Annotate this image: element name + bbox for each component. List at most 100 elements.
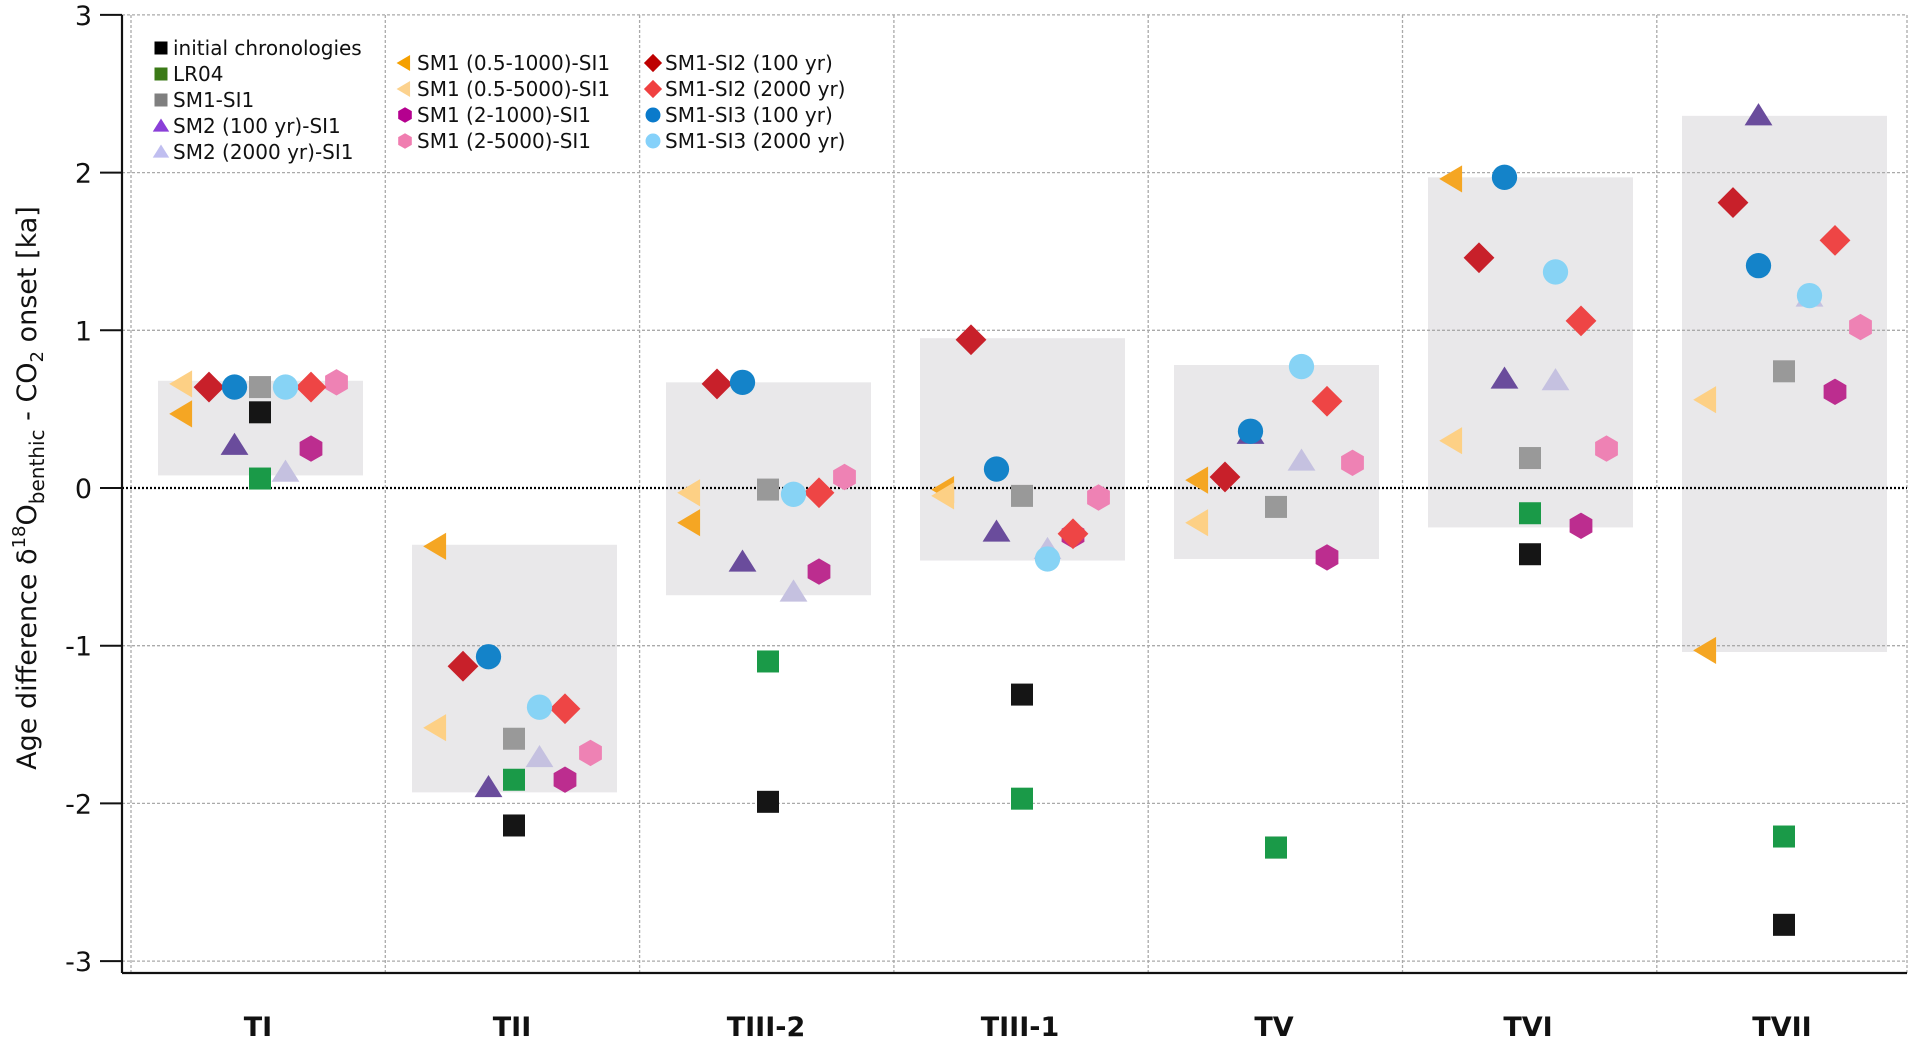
point-sm1-si1-TII — [503, 727, 525, 750]
range-box-TVI — [1428, 177, 1633, 528]
range-boxes — [158, 115, 1887, 793]
point-sm1-2-5000-si1-TI — [325, 369, 348, 396]
category-label: TIII-2 — [727, 1012, 806, 1039]
point-lr04-TVII — [1773, 825, 1795, 848]
y-tick-label: 2 — [75, 159, 92, 190]
category-label: TI — [244, 1012, 272, 1039]
point-sm2-2000-yr-si1-TVI — [1541, 368, 1570, 391]
point-initial-chronologies-TIII-2 — [757, 790, 779, 813]
data-points — [169, 103, 1872, 936]
legend-marker-sm1-si3-100-yr — [645, 107, 661, 123]
point-sm1-2-1000-si1-TVII — [1823, 378, 1847, 405]
grid-lines — [122, 14, 1908, 973]
point-sm1-2-1000-si1-TVI — [1569, 512, 1593, 539]
legend-marker-sm1-si1 — [154, 93, 168, 107]
point-sm1-2-5000-si1-TVII — [1849, 313, 1872, 341]
legend-marker-sm1-si3-2000-yr — [645, 133, 661, 149]
point-lr04-TV — [1265, 836, 1287, 859]
point-sm1-2-1000-si1-TV — [1315, 544, 1339, 571]
legend-marker-lr04 — [154, 67, 168, 81]
y-axis-label-sup: 18 — [9, 525, 30, 548]
y-axis-label-o: O — [12, 504, 43, 525]
point-sm1-0-5-5000-si1-TVI — [1439, 427, 1463, 455]
legend-label-lr04: LR04 — [173, 62, 224, 86]
point-sm1-si2-100-yr-TVII — [1717, 187, 1749, 218]
legend-label-sm1-si2-100-yr: SM1-SI2 (100 yr) — [665, 51, 833, 75]
axes — [120, 15, 1907, 975]
legend-marker-sm1-2-5000-si1 — [398, 133, 412, 149]
legend-label-sm1-0-5-1000-si1: SM1 (0.5-1000)-SI1 — [417, 51, 610, 75]
category-labels: TI TII TIII-2 TIII-1 TV TVI TVII — [244, 1012, 1812, 1039]
point-sm1-si3-100-yr-TVII — [1745, 252, 1772, 279]
point-sm1-si1-TV — [1265, 495, 1287, 518]
legend-label-sm2-2000-yr-si1: SM2 (2000 yr)-SI1 — [173, 140, 354, 164]
point-sm2-100-yr-si1-TVII — [1744, 103, 1773, 126]
y-axis-label-sub1: benthic — [25, 429, 49, 504]
point-sm1-si2-2000-yr-TII — [549, 693, 581, 725]
point-sm1-si3-100-yr-TV — [1237, 418, 1264, 444]
legend-marker-sm1-si2-100-yr — [643, 53, 663, 73]
point-sm1-si1-TVII — [1773, 360, 1795, 383]
legend-label-sm1-si1: SM1-SI1 — [173, 88, 254, 112]
point-lr04-TIII-1 — [1011, 787, 1033, 810]
point-initial-chronologies-TII — [503, 814, 525, 837]
legend-label-sm1-si2-2000-yr: SM1-SI2 (2000 yr) — [665, 77, 846, 101]
legend-label-sm1-si3-100-yr: SM1-SI3 (100 yr) — [665, 103, 833, 127]
point-sm1-0-5-1000-si1-TVI — [1439, 165, 1463, 193]
point-sm1-0-5-5000-si1-TII — [423, 714, 447, 742]
category-label: TIII-1 — [981, 1012, 1060, 1039]
point-sm1-2-5000-si1-TII — [579, 739, 602, 767]
point-sm1-2-5000-si1-TVI — [1595, 435, 1618, 462]
point-sm1-si2-100-yr-TVI — [1463, 242, 1495, 274]
point-sm1-2-1000-si1-TI — [299, 435, 323, 462]
point-sm1-2-1000-si1-TIII-2 — [807, 558, 831, 585]
point-sm1-si2-100-yr-TIII-1 — [955, 324, 987, 356]
legend-label-sm1-2-1000-si1: SM1 (2-1000)-SI1 — [417, 103, 591, 127]
range-box-TVII — [1682, 115, 1887, 653]
legend-label-sm1-2-5000-si1: SM1 (2-5000)-SI1 — [417, 129, 591, 153]
point-sm1-0-5-1000-si1-TIII-2 — [677, 509, 701, 537]
point-sm1-2-1000-si1-TII — [553, 766, 577, 793]
point-sm1-si3-2000-yr-TI — [272, 374, 299, 400]
point-sm1-si2-2000-yr-TV — [1311, 385, 1343, 417]
legend-marker-sm1-si2-2000-yr — [643, 79, 663, 99]
point-sm1-si1-TIII-2 — [757, 478, 779, 501]
category-label: TII — [493, 1012, 532, 1039]
point-sm1-si3-100-yr-TVI — [1491, 164, 1518, 190]
point-initial-chronologies-TI — [249, 401, 271, 424]
point-sm1-si3-100-yr-TI — [221, 374, 248, 400]
point-sm1-0-5-5000-si1-TVII — [1693, 386, 1717, 414]
legend-label-sm1-0-5-5000-si1: SM1 (0.5-5000)-SI1 — [417, 77, 610, 101]
point-initial-chronologies-TIII-1 — [1011, 683, 1033, 706]
point-sm1-si1-TVI — [1519, 447, 1541, 470]
point-sm1-0-5-1000-si1-TV — [1185, 466, 1209, 494]
legend-marker-initial-chronologies — [154, 41, 168, 55]
point-sm1-2-5000-si1-TIII-1 — [1087, 484, 1110, 511]
point-lr04-TIII-2 — [757, 650, 779, 673]
point-lr04-TVI — [1519, 502, 1541, 525]
point-sm2-2000-yr-si1-TII — [525, 745, 554, 768]
point-sm1-si2-2000-yr-TIII-1 — [1057, 518, 1089, 550]
y-tick-label: 1 — [75, 316, 92, 347]
point-sm1-0-5-1000-si1-TVII — [1693, 636, 1717, 665]
y-axis-label: Age difference δ18Obenthic - CO2 onset [… — [9, 206, 49, 770]
legend-label-initial-chronologies: initial chronologies — [173, 36, 362, 60]
point-sm1-si3-2000-yr-TVI — [1542, 259, 1569, 285]
legend-marker-sm1-0-5-5000-si1 — [396, 80, 411, 98]
point-initial-chronologies-TVII — [1773, 913, 1795, 936]
point-sm2-100-yr-si1-TIII-1 — [982, 519, 1011, 542]
point-sm2-100-yr-si1-TIII-2 — [728, 549, 757, 572]
category-label: TVII — [1752, 1012, 1811, 1039]
y-axis-label-sub2: 2 — [27, 351, 48, 362]
legend-label-sm1-si3-2000-yr: SM1-SI3 (2000 yr) — [665, 129, 846, 153]
y-tick-label: -1 — [65, 632, 92, 663]
point-sm1-si1-TIII-1 — [1011, 484, 1033, 507]
point-sm2-100-yr-si1-TI — [220, 432, 249, 455]
y-tick-labels: 3 2 1 0 -1 -2 -3 — [65, 1, 122, 978]
legend-marker-sm1-0-5-1000-si1 — [396, 54, 411, 72]
legend-marker-sm2-100-yr-si1 — [152, 118, 170, 132]
point-sm1-0-5-5000-si1-TIII-2 — [677, 479, 701, 507]
point-sm2-2000-yr-si1-TI — [271, 459, 300, 482]
